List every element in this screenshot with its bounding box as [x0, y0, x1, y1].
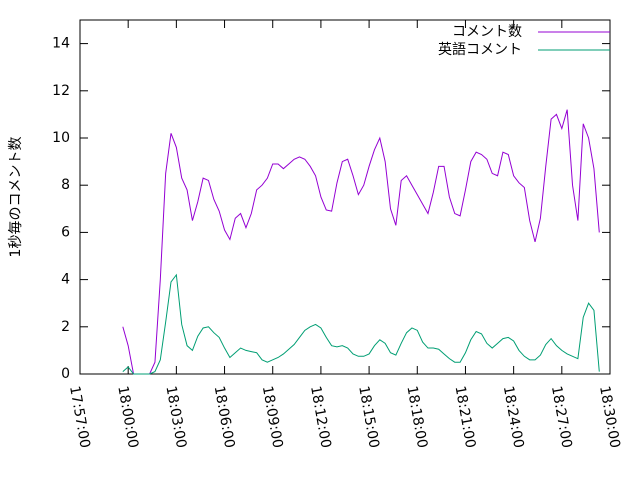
plot-border	[79, 19, 611, 375]
x-tick-label: 18:06:00	[211, 385, 238, 450]
y-tick-label: 4	[61, 272, 70, 288]
y-tick-label: 6	[61, 224, 70, 240]
x-tick-label: 18:24:00	[500, 385, 527, 450]
y-axis-label: 1秒毎のコメント数	[8, 137, 24, 258]
y-tick-label: 0	[61, 366, 70, 382]
y-tick-label: 2	[61, 319, 70, 335]
legend-label: コメント数	[452, 24, 522, 40]
x-tick-label: 18:15:00	[355, 385, 382, 450]
series-line	[122, 273, 600, 375]
y-tick-label: 8	[61, 177, 70, 193]
x-tick-label: 18:30:00	[596, 385, 623, 450]
x-tick-label: 18:03:00	[162, 385, 189, 450]
x-tick-label: 18:12:00	[307, 385, 334, 450]
y-tick-label: 14	[52, 36, 70, 52]
y-tick-label: 12	[52, 83, 70, 99]
y-tick-label: 10	[52, 130, 70, 146]
series-line	[122, 109, 600, 375]
x-tick-label: 18:18:00	[403, 385, 430, 450]
x-tick-label: 17:57:00	[66, 385, 93, 450]
x-tick-label: 18:21:00	[452, 385, 479, 450]
x-tick-label: 18:09:00	[259, 385, 286, 450]
legend-label: 英語コメント	[438, 41, 522, 58]
x-tick-label: 18:00:00	[114, 385, 141, 450]
x-tick-label: 18:27:00	[548, 385, 575, 450]
